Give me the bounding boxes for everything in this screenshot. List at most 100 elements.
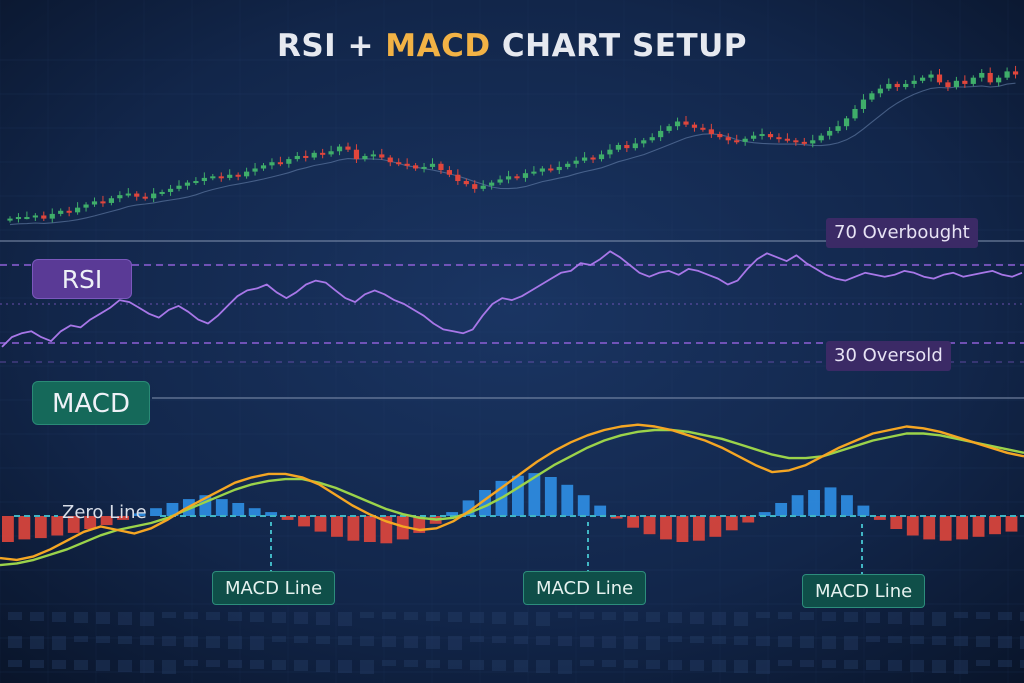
candle-body	[742, 138, 748, 142]
candle-body	[607, 149, 613, 155]
background-block	[360, 660, 374, 674]
candle-body	[91, 201, 98, 205]
price-candle	[396, 158, 402, 167]
background-block	[558, 612, 572, 618]
background-block	[822, 660, 836, 668]
price-candle	[548, 164, 554, 173]
background-block	[30, 660, 44, 668]
background-block	[602, 636, 616, 648]
price-candle	[159, 189, 165, 196]
price-candle	[869, 90, 875, 102]
price-candle	[151, 188, 157, 203]
macd-histogram-bar	[84, 516, 97, 529]
candle-body	[387, 157, 393, 163]
candle-body	[928, 74, 934, 78]
background-block	[800, 612, 814, 620]
macd-histogram-bar	[906, 516, 919, 536]
price-candle	[911, 75, 917, 88]
price-candle	[953, 76, 959, 90]
background-block	[756, 636, 770, 646]
price-candle	[725, 133, 731, 145]
background-block	[932, 636, 946, 645]
background-block	[118, 636, 132, 644]
candle-body	[125, 193, 131, 196]
price-candle	[818, 133, 824, 143]
background-block	[514, 636, 528, 644]
background-block	[646, 636, 660, 650]
macd-histogram-bar	[2, 516, 14, 542]
candle-body	[658, 130, 664, 138]
macd-histogram-bar	[939, 516, 952, 541]
candle-body	[184, 182, 191, 186]
background-block	[492, 636, 506, 643]
candle-body	[590, 157, 596, 160]
price-candle	[413, 163, 419, 171]
background-block	[822, 612, 836, 621]
macd-histogram-bar	[166, 503, 179, 516]
price-candle	[708, 123, 714, 138]
price-candle	[759, 128, 765, 140]
background-block	[668, 612, 682, 623]
macd-histogram-bar	[873, 516, 886, 520]
price-candle	[370, 150, 376, 160]
background-block	[756, 660, 770, 674]
candle-body	[151, 193, 157, 199]
macd-histogram-bar	[100, 516, 113, 526]
macd-histogram-bar	[512, 475, 524, 516]
background-block	[624, 612, 638, 621]
macd-histogram-bar	[34, 516, 47, 539]
background-block	[712, 612, 726, 625]
background-block	[52, 636, 66, 650]
macd-histogram-bar	[232, 503, 245, 516]
price-candle	[336, 144, 343, 156]
candle-body	[336, 146, 343, 152]
candle-body	[455, 174, 461, 182]
background-block	[690, 660, 704, 671]
price-candle	[235, 172, 241, 181]
candle-body	[683, 121, 689, 125]
price-candle	[7, 216, 13, 223]
background-block	[338, 612, 352, 626]
price-candle	[438, 161, 444, 174]
background-block	[382, 636, 396, 647]
macd-histogram-bar	[133, 513, 146, 516]
background-block	[74, 636, 88, 642]
price-candle	[134, 191, 140, 201]
price-candle	[83, 202, 89, 212]
background-block	[558, 636, 572, 646]
candle-body	[1012, 71, 1019, 75]
candle-body	[953, 80, 959, 88]
background-block	[844, 612, 858, 622]
price-candle	[784, 133, 790, 143]
price-candle	[810, 134, 816, 148]
price-candle	[903, 80, 909, 90]
title-part-macd: MACD	[385, 28, 491, 64]
macd-histogram-bar	[298, 516, 310, 527]
background-block	[844, 636, 858, 650]
background-block	[734, 636, 748, 645]
candle-body	[41, 215, 47, 219]
macd-histogram-bar	[989, 516, 1001, 535]
background-block	[382, 660, 396, 666]
background-block	[206, 660, 220, 667]
macd-histogram-bar	[281, 516, 294, 520]
candle-body	[632, 143, 638, 149]
chart-title: RSI + MACD CHART SETUP	[0, 28, 1024, 64]
background-block	[646, 660, 660, 669]
price-candle	[201, 172, 207, 185]
price-candle	[539, 166, 545, 176]
price-candle	[387, 155, 393, 167]
candle-body	[159, 191, 165, 194]
background-block	[448, 636, 462, 650]
macd-histogram-bar	[857, 505, 870, 516]
price-candle	[835, 120, 841, 134]
candle-body	[193, 181, 199, 184]
background-block	[932, 612, 946, 626]
price-candle	[497, 175, 503, 185]
macd-histogram-bar	[199, 495, 212, 516]
background-block	[734, 660, 748, 673]
background-block	[52, 660, 66, 669]
candle-body	[66, 210, 72, 213]
candle-body	[810, 140, 816, 144]
background-block	[800, 660, 814, 667]
